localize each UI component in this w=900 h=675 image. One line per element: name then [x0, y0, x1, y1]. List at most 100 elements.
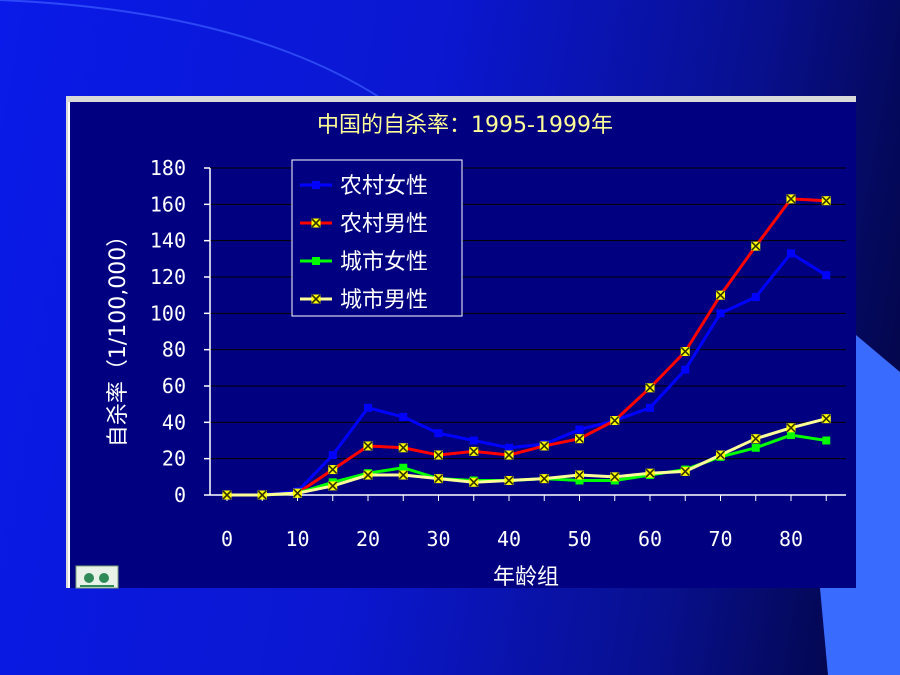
series-point: [399, 412, 408, 421]
series-point: [434, 429, 443, 438]
series-point-stroke: [469, 446, 479, 456]
series-point: [363, 441, 373, 451]
series-point: [715, 290, 726, 300]
series-point: [645, 468, 655, 478]
series-point-stroke: [539, 474, 549, 484]
y-tick-label: 20: [162, 447, 186, 471]
x-tick-label: 0: [221, 527, 233, 551]
series-2: [222, 194, 831, 500]
series-point-stroke: [715, 450, 726, 460]
series-point: [786, 423, 796, 433]
series-point-stroke: [504, 475, 514, 486]
series-line: [227, 251, 828, 497]
series-point-stroke: [610, 472, 620, 482]
series-point: [398, 470, 408, 480]
series-point-stroke: [398, 470, 408, 480]
y-tick-label: 60: [162, 374, 186, 398]
series-point: [328, 481, 338, 491]
series-point: [399, 463, 408, 472]
series-point: [574, 470, 585, 480]
legend-swatch-marker-stroke: [311, 218, 321, 228]
series-point: [504, 475, 514, 486]
x-tick-label: 80: [779, 527, 803, 551]
series-point-stroke: [574, 434, 585, 444]
legend-swatch-marker: [311, 294, 321, 304]
series-point: [821, 414, 831, 424]
series-point-stroke: [222, 490, 232, 500]
series-point: [751, 434, 761, 444]
series-point-stroke: [328, 465, 338, 475]
series-point: [539, 474, 549, 484]
series-point-stroke: [433, 474, 444, 484]
y-tick-label: 40: [162, 410, 186, 434]
series-point-stroke: [821, 196, 831, 206]
series-layer: [222, 194, 831, 500]
series-point: [469, 436, 478, 445]
series-4: [222, 414, 831, 500]
series-point: [787, 249, 795, 258]
legend-swatch-marker-stroke: [311, 294, 321, 304]
series-point: [292, 488, 303, 498]
series-point: [645, 383, 655, 393]
series-point: [398, 443, 408, 453]
series-point-stroke: [539, 441, 549, 451]
series-point: [504, 450, 514, 460]
legend-label: 农村女性: [340, 174, 428, 199]
series-point-stroke: [645, 383, 655, 393]
series-point-stroke: [433, 450, 444, 460]
series-point: [821, 196, 831, 206]
y-tick-label: 120: [150, 265, 186, 289]
y-tick-label: 80: [162, 338, 186, 362]
series-line: [227, 197, 827, 497]
series-point: [822, 436, 831, 445]
series-point-stroke: [504, 450, 514, 460]
series-point: [433, 474, 444, 484]
y-tick-label: 180: [150, 156, 186, 180]
legend-label: 城市女性: [340, 250, 428, 275]
series-point: [364, 403, 372, 412]
series-point: [469, 446, 479, 456]
series-point-stroke: [680, 466, 690, 476]
series-point: [539, 441, 549, 451]
series-point-stroke: [751, 434, 761, 444]
series-point-stroke: [292, 488, 303, 498]
series-point-stroke: [786, 194, 796, 204]
y-tick-label: 100: [150, 301, 186, 325]
series-point: [469, 477, 479, 487]
series-point: [822, 271, 831, 280]
series-point: [751, 292, 760, 301]
series-point: [257, 490, 267, 500]
series-point: [433, 450, 444, 460]
series-point-stroke: [610, 415, 620, 426]
series-point-stroke: [574, 470, 585, 480]
x-tick-label: 30: [426, 527, 450, 551]
legend-swatch-marker: [312, 181, 320, 189]
legend-swatch-marker: [312, 257, 320, 265]
series-point: [751, 443, 760, 452]
series-point-stroke: [680, 346, 690, 357]
axis-layer: 0 20 40 60 80 100 120 140 160 180 0 10 20 30 40 50 60 70 8…: [150, 156, 846, 551]
series-point: [610, 415, 620, 426]
x-tick-label: 40: [497, 527, 521, 551]
series-point: [646, 403, 654, 412]
x-tick-label: 10: [285, 527, 309, 551]
series-point-stroke: [786, 423, 796, 433]
series-point: [680, 466, 690, 476]
x-tick-label: 70: [708, 527, 732, 551]
series-point: [574, 434, 585, 444]
y-tick-label: 160: [150, 192, 186, 216]
series-point-stroke: [257, 490, 267, 500]
legend-swatch-marker: [311, 218, 321, 228]
y-tick-label: 140: [150, 229, 186, 253]
x-axis-label: 年龄组: [493, 565, 559, 590]
series-point-stroke: [363, 441, 373, 451]
series-point-stroke: [363, 470, 373, 480]
series-point: [505, 443, 513, 452]
series-point: [716, 309, 725, 318]
series-point-stroke: [328, 481, 338, 491]
series-point: [328, 465, 338, 475]
chart-title: 中国的自杀率：1995-1999年: [317, 113, 613, 138]
series-point: [328, 451, 337, 460]
